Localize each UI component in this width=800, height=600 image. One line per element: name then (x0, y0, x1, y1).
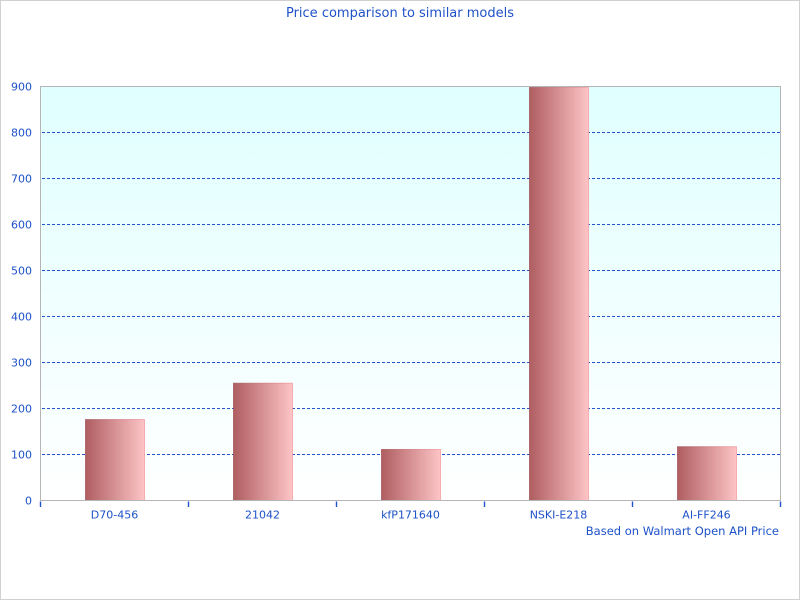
y-axis-label-900: 900 (11, 81, 32, 94)
bar-AI-FF246 (677, 446, 737, 501)
bar-NSKI-E218 (529, 86, 589, 502)
plot-frame (40, 86, 781, 501)
y-axis-label-700: 700 (11, 173, 32, 186)
x-axis-label-AI-FF246: AI-FF246 (682, 509, 730, 522)
y-axis-label-0: 0 (25, 495, 32, 508)
bar-21042 (233, 382, 293, 501)
y-axis-label-500: 500 (11, 265, 32, 278)
y-axis-label-200: 200 (11, 403, 32, 416)
x-axis-label-NSKI-E218: NSKI-E218 (530, 509, 588, 522)
y-axis-label-100: 100 (11, 449, 32, 462)
y-axis-label-300: 300 (11, 357, 32, 370)
bar-kfP171640 (381, 448, 441, 502)
plot-area (40, 86, 781, 501)
chart-title: Price comparison to similar models (285, 6, 515, 21)
x-axis-label-D70-456: D70-456 (91, 509, 138, 522)
y-axis-label-600: 600 (11, 219, 32, 232)
chart-footnote: Based on Walmart Open API Price (585, 524, 779, 538)
bar-D70-456 (85, 419, 145, 501)
y-axis-label-400: 400 (11, 311, 32, 324)
y-axis-label-800: 800 (11, 127, 32, 140)
x-axis-label-kfP171640: kfP171640 (381, 509, 440, 522)
x-axis-label-21042: 21042 (245, 509, 280, 522)
